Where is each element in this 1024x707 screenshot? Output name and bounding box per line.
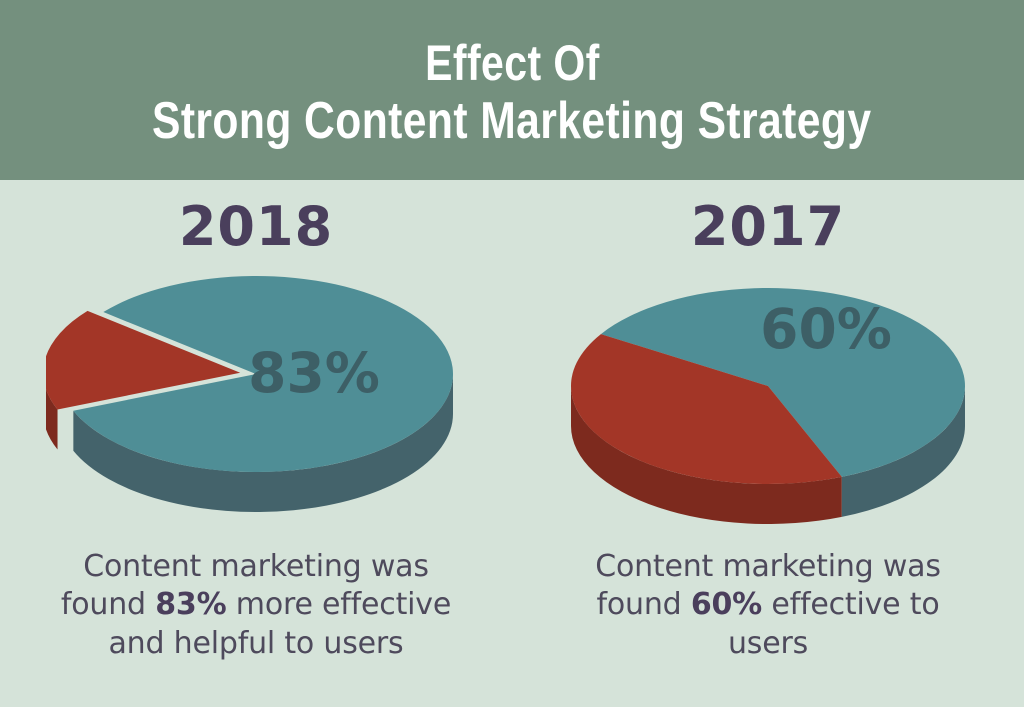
- pie-2018-teal-slice: [73, 276, 453, 473]
- pie-2018-teal-depth-2: [73, 374, 453, 512]
- caption-2018-before: Content marketing was found: [60, 549, 439, 623]
- header-title-line-1: Effect Of: [424, 34, 600, 91]
- pie-2017-teal-depth-a: [841, 386, 965, 517]
- year-title-2018: 2018: [178, 195, 334, 258]
- caption-2017-after: effective to users: [727, 587, 949, 661]
- pie-chart-2018: 83%: [0, 276, 512, 526]
- panels-container: 2018 83% Content marketing was found 83%…: [0, 180, 1024, 707]
- pie-2018-percent-label: 83%: [248, 341, 380, 405]
- pie-2017-red-depth: [571, 386, 842, 524]
- panel-2018: 2018 83% Content marketing was found 83%…: [0, 180, 512, 707]
- pie-2017-percent-label: 60%: [760, 297, 892, 361]
- header-banner: Effect Of Strong Content Marketing Strat…: [0, 0, 1024, 180]
- caption-2018: Content marketing was found 83% more eff…: [46, 548, 466, 663]
- caption-2018-highlight: 83%: [155, 587, 227, 623]
- caption-2018-after: more effective and helpful to users: [108, 587, 461, 661]
- header-title-line-2: Strong Content Marketing Strategy: [152, 91, 872, 150]
- pie-chart-2017: 60%: [512, 276, 1024, 526]
- panel-2017: 2017 60% Content marketing was found 60%…: [512, 180, 1024, 707]
- pie-2017-red-slice: [571, 334, 842, 484]
- caption-2017-highlight: 60%: [690, 587, 763, 623]
- pie-2018-red-slice: [46, 310, 241, 410]
- caption-2017-before: Content marketing was found: [595, 549, 951, 623]
- pie-chart-2017-svg: 60%: [571, 288, 966, 524]
- year-title-2017: 2017: [690, 195, 846, 258]
- pie-2017-teal-slice: [600, 288, 966, 477]
- pie-2018-red-depth: [46, 389, 58, 450]
- caption-2017: Content marketing was found 60% effectiv…: [558, 548, 978, 663]
- pie-chart-2018-svg: 83%: [46, 276, 453, 512]
